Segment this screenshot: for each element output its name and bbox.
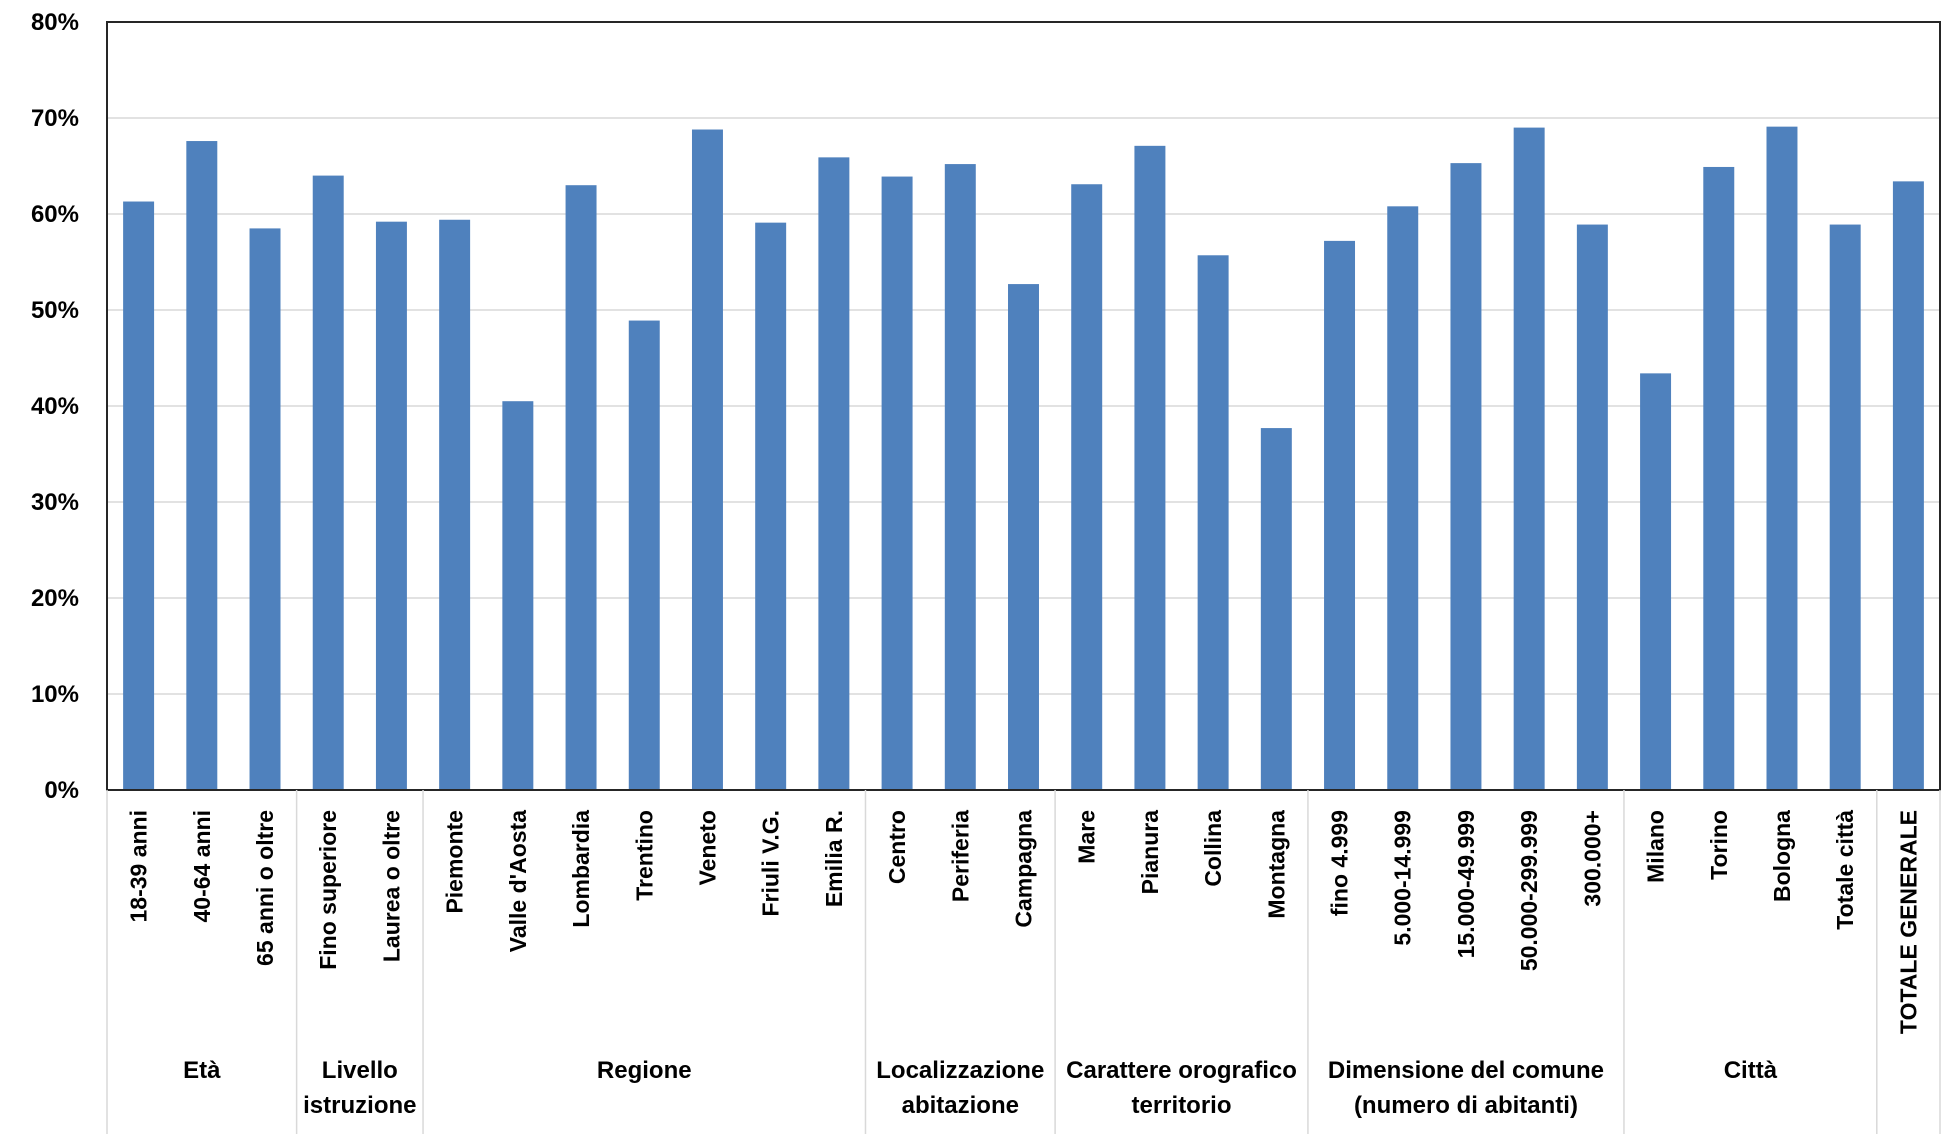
bar xyxy=(1071,184,1103,791)
bar xyxy=(1576,224,1608,790)
x-tick-label: Montagna xyxy=(1263,810,1289,919)
x-tick-label: Collina xyxy=(1200,810,1226,887)
bar xyxy=(818,157,850,791)
bar xyxy=(881,176,913,790)
bar xyxy=(439,219,471,790)
x-tick-label: Periferia xyxy=(947,810,973,902)
x-tick-label: 50.000-299.999 xyxy=(1516,810,1542,971)
x-axis: 18-39 anni 40-64 anni 65 anni o oltre Fino … xyxy=(126,810,1922,1034)
group-label: Città xyxy=(1724,1057,1778,1084)
bar xyxy=(1008,284,1039,790)
x-tick-label: 300.000+ xyxy=(1579,810,1605,907)
bar xyxy=(691,129,723,790)
group-label: istruzione xyxy=(303,1092,416,1119)
y-tick-label: 40% xyxy=(31,393,79,420)
bar xyxy=(375,221,407,790)
x-tick-label: Laurea o oltre xyxy=(378,810,404,962)
x-tick-label: 65 anni o oltre xyxy=(252,810,278,966)
x-tick-label: Veneto xyxy=(694,810,720,885)
x-tick-label: Centro xyxy=(884,810,910,884)
y-tick-label: 60% xyxy=(31,201,79,228)
y-tick-label: 10% xyxy=(31,681,79,708)
group-label: Carattere orografico xyxy=(1066,1057,1297,1084)
bar xyxy=(312,175,344,791)
bar xyxy=(186,141,218,791)
y-tick-label: 0% xyxy=(44,777,79,804)
x-tick-label: Emilia R. xyxy=(821,810,847,907)
x-tick-label: Lombardia xyxy=(568,810,594,928)
y-tick-label: 30% xyxy=(31,489,79,516)
x-tick-label: Totale città xyxy=(1832,810,1858,930)
x-tick-label: fino 4.999 xyxy=(1327,810,1353,916)
bar xyxy=(1387,206,1419,790)
x-tick-label: Fino superiore xyxy=(315,810,341,970)
x-tick-label: Piemonte xyxy=(442,810,468,914)
bar xyxy=(1640,373,1672,790)
category-groups: Età Livello istruzione Regione Localizzazion… xyxy=(106,790,1941,1134)
bar xyxy=(502,401,534,790)
x-tick-label: Bologna xyxy=(1769,810,1795,902)
bar xyxy=(1450,163,1482,790)
plot-frame xyxy=(106,21,1941,791)
x-tick-label: Mare xyxy=(1074,810,1100,864)
y-tick-label: 20% xyxy=(31,585,79,612)
y-tick-label: 70% xyxy=(31,105,79,132)
group-label: Regione xyxy=(597,1057,692,1084)
bar xyxy=(1703,166,1735,790)
x-tick-label: Campagna xyxy=(1011,810,1037,928)
x-tick-label: Friuli V.G. xyxy=(758,810,784,917)
bar xyxy=(1197,255,1229,790)
group-label: Livello xyxy=(322,1057,398,1084)
group-label: (numero di abitanti) xyxy=(1354,1092,1578,1119)
x-tick-label: 5.000-14.999 xyxy=(1390,810,1416,946)
bar xyxy=(1513,127,1545,791)
bar xyxy=(1134,145,1166,791)
x-tick-label: 40-64 anni xyxy=(189,810,215,923)
y-tick-label: 80% xyxy=(31,9,79,36)
x-tick-label: 18-39 anni xyxy=(126,810,152,923)
bar xyxy=(1829,224,1861,790)
bar xyxy=(1766,126,1798,790)
x-tick-label: Pianura xyxy=(1137,810,1163,895)
group-label: territorio xyxy=(1132,1092,1232,1119)
bar xyxy=(628,320,660,790)
y-tick-label: 50% xyxy=(31,297,79,324)
x-tick-label: Trentino xyxy=(631,810,657,901)
bar xyxy=(944,164,976,790)
x-tick-label: Valle d'Aosta xyxy=(505,810,531,952)
bars xyxy=(106,21,1941,791)
x-tick-label: Milano xyxy=(1643,810,1669,883)
bar xyxy=(249,228,281,790)
x-tick-label: TOTALE GENERALE xyxy=(1895,810,1921,1034)
bar xyxy=(565,185,597,790)
x-tick-label: Torino xyxy=(1706,810,1732,880)
bar xyxy=(1260,428,1292,790)
group-label: Età xyxy=(183,1057,221,1084)
bar xyxy=(1892,181,1924,791)
bar xyxy=(755,222,787,790)
group-label: abitazione xyxy=(902,1092,1019,1119)
group-label: Dimensione del comune xyxy=(1328,1057,1604,1084)
y-axis: 0% 10% 20% 30% 40% 50% 60% 70% 80% xyxy=(31,9,79,804)
group-label: Localizzazione xyxy=(876,1057,1044,1084)
x-tick-label: 15.000-49.999 xyxy=(1453,810,1479,958)
bar xyxy=(1324,240,1356,790)
bar xyxy=(123,201,155,790)
